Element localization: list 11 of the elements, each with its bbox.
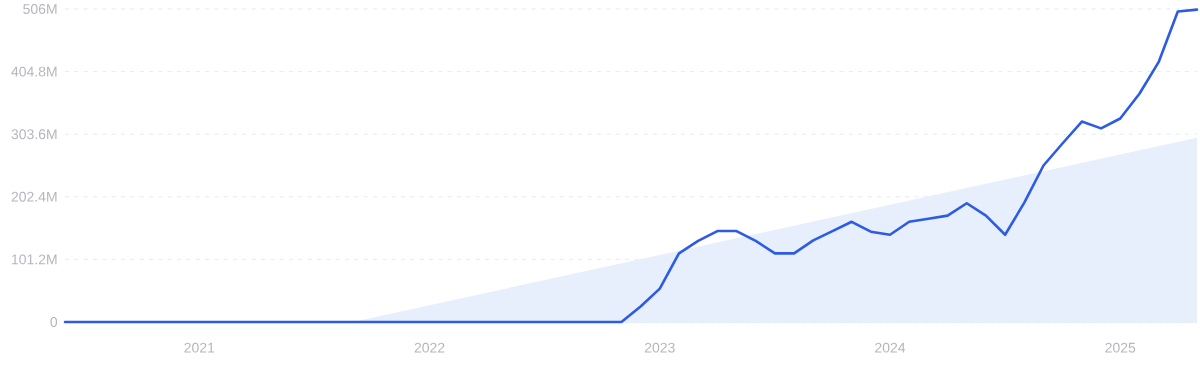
x-tick-label: 2024 [875, 342, 906, 353]
x-tick-label: 2021 [184, 342, 215, 353]
y-tick-label: 101.2M [12, 254, 57, 265]
x-tick-label: 2025 [1105, 342, 1136, 353]
y-tick-label: 303.6M [11, 129, 57, 140]
x-tick-label: 2022 [414, 342, 445, 353]
x-tick-label: 2023 [644, 342, 675, 353]
y-tick-label: 506M [23, 4, 57, 14]
y-tick-label: 202.4M [11, 191, 57, 202]
y-tick-label: 0 [50, 317, 58, 327]
y-tick-label: 404.8M [11, 66, 57, 77]
